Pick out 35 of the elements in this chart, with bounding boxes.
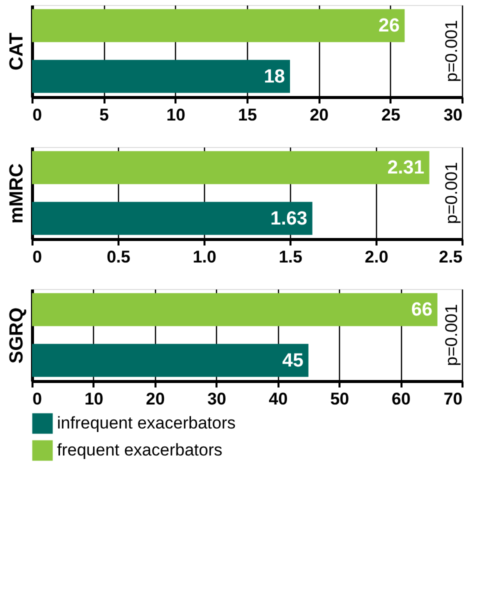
y-axis-title: mMRC [6, 163, 28, 224]
legend-label: frequent exacerbators [57, 440, 222, 460]
data-label: 26 [378, 16, 400, 37]
y-axis-title: CAT [6, 32, 28, 70]
x-tick-label: 1.0 [192, 248, 216, 266]
x-tick-label: 0.5 [106, 248, 130, 266]
x-tick-label: 40 [268, 390, 288, 408]
x-tick-label: 0 [32, 106, 42, 124]
x-tick-label: 30 [444, 106, 462, 124]
x-tick-label: 20 [146, 390, 165, 408]
x-tick-label: 1.5 [278, 248, 302, 266]
x-tick-label: 60 [392, 390, 411, 408]
x-tick-label: 15 [238, 106, 257, 124]
data-label: 2.31 [387, 158, 425, 179]
x-tick-label: 0 [32, 248, 42, 266]
x-tick-label: 2.0 [364, 248, 388, 266]
data-label: 18 [264, 66, 285, 88]
x-tick-label: 30 [207, 390, 226, 408]
x-tick-label: 5 [99, 106, 109, 124]
x-tick-label: 70 [444, 390, 462, 408]
x-tick-label: 10 [166, 106, 186, 124]
x-tick-label: 50 [330, 390, 350, 408]
x-tick-label: 25 [381, 106, 400, 124]
data-label: 66 [411, 300, 432, 321]
y-axis-title: SGRQ [6, 308, 28, 364]
x-tick-label: 20 [310, 106, 329, 124]
x-tick-label: 0 [32, 390, 42, 408]
annotation: p=0.001 [442, 20, 461, 82]
x-tick-label: 10 [84, 390, 104, 408]
data-label: 1.63 [270, 208, 308, 230]
data-label: 45 [282, 350, 304, 372]
annotation: p=0.001 [442, 304, 461, 366]
x-tick-label: 2.5 [438, 248, 462, 266]
legend-label: infrequent exacerbators [57, 414, 236, 432]
annotation: p=0.001 [442, 162, 461, 224]
